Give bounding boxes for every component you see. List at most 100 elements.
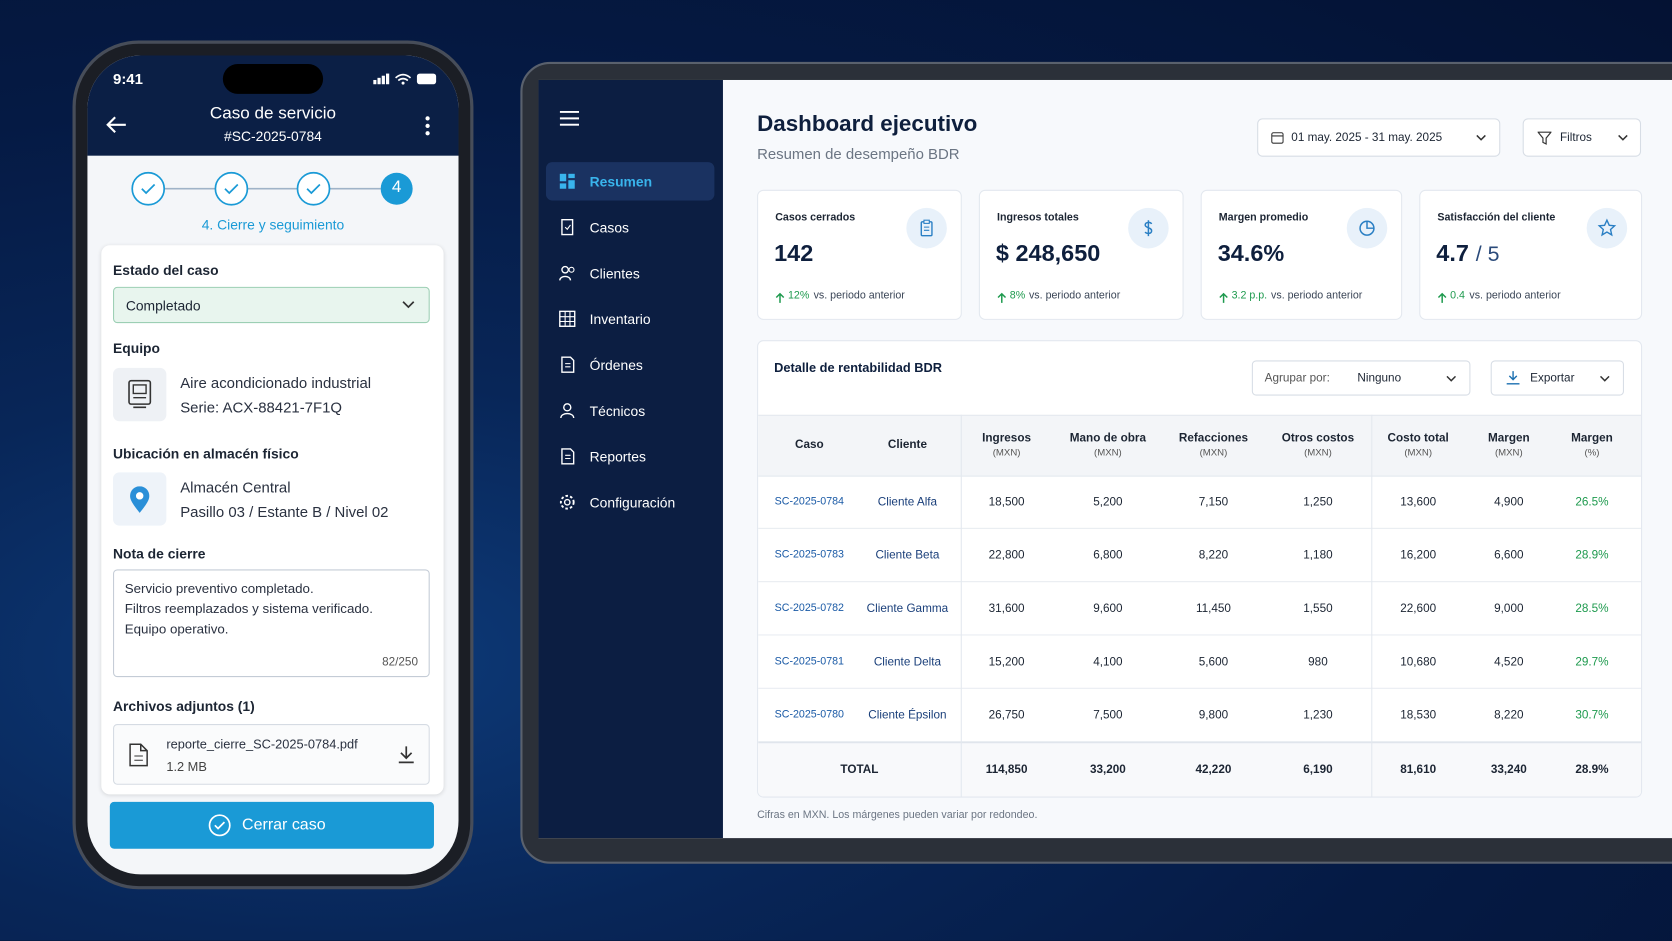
note-line: Servicio preventivo completado. (124, 581, 314, 597)
icon-graphic (561, 218, 574, 236)
table-cell: 6,600 (1494, 549, 1524, 562)
total-cell: TOTAL (840, 763, 879, 777)
file-name: reporte_cierre_SC-2025-0784.pdf (166, 736, 358, 752)
icon (1586, 207, 1628, 249)
column-unit: (MXN) (1404, 446, 1433, 458)
column-unit: (MXN) (1094, 446, 1122, 458)
column-divider (960, 414, 962, 797)
icon (997, 290, 1007, 309)
nav-label: Configuración (589, 494, 676, 511)
icon (559, 356, 576, 376)
icon (775, 290, 785, 309)
export-button[interactable]: Exportar (1490, 360, 1624, 396)
export-icon (1506, 371, 1520, 385)
date-picker[interactable]: 01 may. 2025 - 31 may. 2025 (1257, 118, 1501, 157)
table-cell: 7,150 (1198, 495, 1229, 509)
note-line: Equipo operativo. (124, 621, 229, 637)
close-case-button[interactable]: Cerrar caso (109, 801, 434, 849)
table-title: Detalle de rentabilidad BDR (774, 360, 942, 376)
phone-frame: 9:41 Caso de servicio #SC-2025-0784 4 4.… (72, 40, 474, 890)
table-cell: 26,750 (988, 709, 1025, 722)
equipment-name: Aire acondicionado industrial (180, 374, 372, 392)
row-divider (758, 634, 1642, 636)
phone-screen: 9:41 Caso de servicio #SC-2025-0784 4 4.… (87, 55, 459, 875)
icon-graphic (1219, 292, 1228, 303)
case-card: Estado del caso Completado Equipo Aire a… (101, 245, 444, 795)
field-label: Equipo (113, 340, 160, 357)
step-number: 4 (391, 178, 402, 197)
table-cell: Cliente Alfa (877, 495, 938, 509)
file-size: 1.2 MB (166, 759, 207, 775)
table-cell: 7,500 (1093, 709, 1123, 722)
status-icons (373, 73, 437, 85)
kpi-value: 142 (774, 239, 814, 267)
kpi-value-suffix: / 5 (1475, 243, 1500, 267)
column-header: Ingresos (982, 431, 1032, 445)
group-value: Ninguno (1357, 372, 1402, 385)
date-range: 01 may. 2025 - 31 may. 2025 (1291, 131, 1443, 144)
chevron (402, 301, 415, 309)
table-cell: Cliente Delta (873, 655, 941, 669)
table-cell: 30.7% (1575, 709, 1609, 722)
table-cell: 4,100 (1093, 655, 1123, 669)
nav-item[interactable]: Inventario (546, 300, 714, 338)
icon (1437, 290, 1447, 309)
file-icon (129, 743, 148, 767)
table-cell: 22,800 (988, 549, 1025, 562)
step-label: 4. Cierre y seguimiento (201, 216, 345, 233)
location-name: Almacén Central (180, 478, 291, 496)
nav-item[interactable]: Técnicos (546, 391, 714, 429)
kpi-value: 34.6% (1217, 239, 1285, 267)
status-value: Completado (125, 297, 201, 314)
total-cell: 28.9% (1575, 763, 1609, 777)
field-label: Archivos adjuntos (1) (113, 698, 255, 715)
hamburger-menu[interactable] (559, 111, 580, 126)
kpi-label: Ingresos totales (996, 212, 1079, 224)
screen-title: Caso de servicio (209, 104, 337, 123)
equipment-icon (113, 367, 167, 422)
nav-label: Reportes (589, 448, 646, 465)
icon (559, 310, 576, 330)
dashboard-subtitle: Resumen de desempeño BDR (757, 145, 960, 163)
download-button[interactable] (398, 745, 415, 764)
kpi-label: Margen promedio (1218, 212, 1309, 224)
column-unit: (MXN) (1304, 446, 1332, 458)
nav-label: Técnicos (589, 403, 646, 420)
column-header: Costo total (1387, 431, 1449, 445)
kpi-card: Margen promedio 34.6% 3.2 p.p. vs. periodo … (1200, 189, 1403, 320)
status-select[interactable]: Completado (113, 286, 430, 324)
nav-item[interactable]: Órdenes (546, 345, 714, 383)
total-row (758, 742, 1642, 797)
nav-item[interactable]: Resumen (545, 162, 715, 201)
column-header: Otros costos (1281, 431, 1355, 445)
group-by-select[interactable]: Agrupar por: Ninguno (1251, 360, 1471, 396)
main-content: Dashboard ejecutivo Resumen de desempeño… (723, 80, 1672, 838)
icon-graphic (775, 292, 785, 303)
row-divider (758, 581, 1642, 583)
icon-graphic (1359, 220, 1375, 236)
attachment[interactable]: reporte_cierre_SC-2025-0784.pdf 1.2 MB (113, 724, 430, 785)
note-textarea[interactable]: 82/250 Servicio preventivo completado. Fi… (113, 569, 430, 678)
table-cell: Cliente Gamma (866, 602, 949, 616)
total-cell: 42,220 (1195, 763, 1232, 777)
nav-item[interactable]: Casos (546, 208, 714, 246)
button-label: Cerrar caso (242, 815, 326, 834)
icon (559, 173, 576, 193)
icon-graphic (561, 448, 575, 465)
back-button[interactable] (104, 115, 127, 134)
table-cell: 4,520 (1494, 655, 1524, 669)
nav-item[interactable]: Reportes (546, 437, 714, 475)
nav-item[interactable]: Clientes (546, 254, 714, 292)
table-cell: SC-2025-0782 (774, 602, 844, 615)
column-header: Refacciones (1178, 431, 1249, 445)
column-unit: (MXN) (1199, 446, 1228, 458)
table-cell: 1,550 (1303, 602, 1333, 616)
icon (130, 486, 150, 513)
more-menu[interactable] (424, 115, 430, 136)
table-cell: 1,180 (1303, 549, 1333, 562)
table-cell: SC-2025-0781 (774, 655, 844, 668)
nav-item[interactable]: Configuración (546, 483, 714, 521)
icon (559, 218, 576, 239)
filters-button[interactable]: Filtros (1522, 118, 1642, 157)
table-cell: 28.9% (1575, 549, 1609, 562)
